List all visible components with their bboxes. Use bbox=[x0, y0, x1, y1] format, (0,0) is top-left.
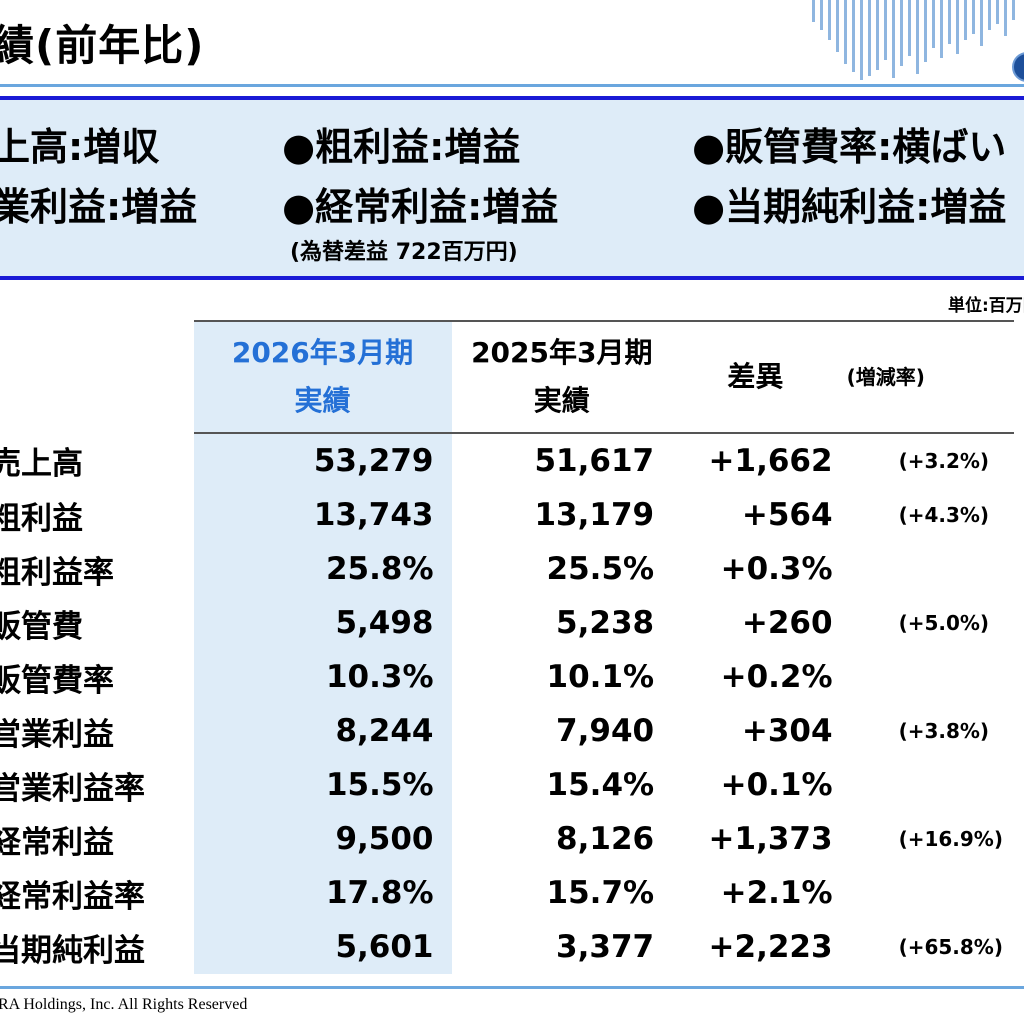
cell-current: 8,244 bbox=[193, 704, 452, 758]
summary-sales: 上高:増収 bbox=[0, 125, 160, 169]
unit-label: 単位:百万円 bbox=[948, 296, 1024, 316]
header-current-period: 2026年3月期 実績 bbox=[193, 320, 452, 434]
summary-box: 上高:増収 ●粗利益:増益 ●販管費率:横ばい 業利益:増益 ●経常利益:増益 … bbox=[0, 96, 1024, 280]
table-row: 経常利益 9,500 8,126 +1,373 (+16.9%) bbox=[0, 812, 1014, 866]
row-label: 粗利益 bbox=[0, 500, 83, 537]
cell-current: 15.5% bbox=[193, 758, 452, 812]
cell-difference: +0.3% bbox=[720, 551, 833, 587]
header-change-rate: (増減率) bbox=[838, 320, 1014, 434]
fx-gain-note: (為替差益 722百万円) bbox=[290, 240, 518, 265]
cell-difference: +0.1% bbox=[720, 767, 833, 803]
cell-prior: 10.1% bbox=[546, 659, 655, 695]
row-label: 売上高 bbox=[0, 446, 83, 482]
header-prior-actual: 実績 bbox=[533, 384, 590, 417]
cell-difference: +1,662 bbox=[708, 443, 833, 479]
cell-rate: (+3.8%) bbox=[898, 719, 990, 743]
cell-rate: (+4.3%) bbox=[898, 503, 990, 527]
cell-current: 9,500 bbox=[193, 812, 452, 866]
summary-ordinary-profit: ●経常利益:増益 bbox=[282, 185, 559, 229]
summary-operating-profit: 業利益:増益 bbox=[0, 185, 198, 229]
row-label: 営業利益 bbox=[0, 716, 114, 753]
cell-rate: (+16.9%) bbox=[898, 827, 1003, 851]
cell-rate bbox=[839, 866, 1014, 920]
table-row: 営業利益 8,244 7,940 +304 (+3.8%) bbox=[0, 704, 1014, 758]
cell-difference: +260 bbox=[741, 605, 833, 641]
table-row: 営業利益率 15.5% 15.4% +0.1% bbox=[0, 758, 1014, 812]
cell-prior: 15.4% bbox=[546, 767, 655, 803]
header-prior-year: 2025年3月期 bbox=[471, 336, 653, 369]
table-row: 粗利益率 25.8% 25.5% +0.3% bbox=[0, 542, 1014, 596]
row-label: 当期純利益 bbox=[0, 932, 145, 969]
row-label: 経常利益 bbox=[0, 824, 114, 861]
cell-difference: +564 bbox=[741, 497, 833, 533]
page-title: 績(前年比) bbox=[0, 21, 205, 70]
decorative-stripes bbox=[810, 0, 1024, 82]
row-label: 販管費率 bbox=[0, 662, 114, 699]
header-prior-period: 2025年3月期 実績 bbox=[451, 320, 673, 434]
cell-current: 53,279 bbox=[193, 433, 452, 488]
row-label: 経常利益率 bbox=[0, 878, 145, 915]
summary-net-income: ●当期純利益:増益 bbox=[692, 185, 1007, 229]
copyright-text: RA Holdings, Inc. All Rights Reserved bbox=[0, 996, 248, 1013]
cell-current: 25.8% bbox=[193, 542, 452, 596]
cell-prior: 5,238 bbox=[556, 605, 655, 641]
row-label: 粗利益率 bbox=[0, 554, 114, 591]
header-rule bbox=[0, 84, 1024, 87]
cell-prior: 3,377 bbox=[556, 929, 655, 965]
summary-gross-profit: ●粗利益:増益 bbox=[282, 125, 521, 169]
cell-current: 17.8% bbox=[193, 866, 452, 920]
table-header-row: 2026年3月期 実績 2025年3月期 実績 差異 (増減率) bbox=[0, 320, 1014, 434]
header-blank bbox=[0, 321, 194, 433]
table-row: 販管費率 10.3% 10.1% +0.2% bbox=[0, 650, 1014, 704]
cell-prior: 51,617 bbox=[534, 443, 655, 479]
cell-difference: +2,223 bbox=[708, 929, 833, 965]
cell-prior: 7,940 bbox=[556, 713, 655, 749]
header-current-year: 2026年3月期 bbox=[231, 336, 414, 369]
table-row: 粗利益 13,743 13,179 +564 (+4.3%) bbox=[0, 488, 1014, 542]
cell-rate: (+5.0%) bbox=[898, 611, 990, 635]
footer-rule bbox=[0, 986, 1024, 989]
results-table: 2026年3月期 実績 2025年3月期 実績 差異 (増減率) 売上高 53,… bbox=[0, 320, 1014, 974]
cell-prior: 25.5% bbox=[546, 551, 655, 587]
cell-difference: +2.1% bbox=[720, 875, 833, 911]
cell-rate bbox=[839, 542, 1014, 596]
header-difference: 差異 bbox=[672, 320, 839, 434]
cell-rate: (+3.2%) bbox=[898, 449, 990, 473]
cell-difference: +1,373 bbox=[708, 821, 833, 857]
table-row: 売上高 53,279 51,617 +1,662 (+3.2%) bbox=[0, 433, 1014, 488]
cell-current: 5,601 bbox=[193, 920, 452, 974]
cell-current: 10.3% bbox=[193, 650, 452, 704]
cell-prior: 15.7% bbox=[546, 875, 655, 911]
cell-difference: +0.2% bbox=[720, 659, 833, 695]
cell-current: 5,498 bbox=[193, 596, 452, 650]
header-current-actual: 実績 bbox=[294, 384, 351, 417]
cell-rate: (+65.8%) bbox=[898, 935, 1003, 959]
cell-rate bbox=[839, 758, 1014, 812]
cell-prior: 13,179 bbox=[534, 497, 655, 533]
table-row: 販管費 5,498 5,238 +260 (+5.0%) bbox=[0, 596, 1014, 650]
row-label: 営業利益率 bbox=[0, 770, 145, 807]
cell-rate bbox=[839, 650, 1014, 704]
table-row: 当期純利益 5,601 3,377 +2,223 (+65.8%) bbox=[0, 920, 1014, 974]
summary-sga-ratio: ●販管費率:横ばい bbox=[692, 125, 1007, 169]
row-label: 販管費 bbox=[0, 608, 83, 645]
cell-current: 13,743 bbox=[193, 488, 452, 542]
cell-difference: +304 bbox=[741, 713, 833, 749]
table-row: 経常利益率 17.8% 15.7% +2.1% bbox=[0, 866, 1014, 920]
cell-prior: 8,126 bbox=[556, 821, 655, 857]
